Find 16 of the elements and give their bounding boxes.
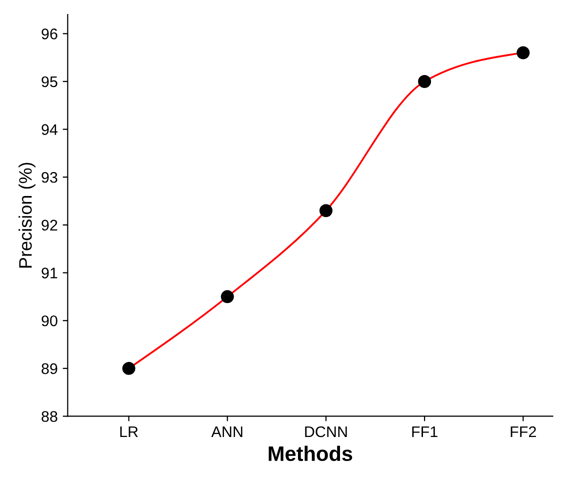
y-tick-label: 91 (42, 268, 58, 278)
x-tick-label: LR (120, 426, 138, 438)
x-tick-label: FF2 (510, 426, 536, 438)
y-axis-title: Precision (%) (18, 162, 36, 268)
y-tick-label: 95 (42, 76, 58, 88)
x-tick-label: ANN (211, 426, 242, 438)
x-tick-label: DCNN (305, 426, 347, 438)
y-tick-label: 88 (42, 411, 58, 422)
y-tick-label: 96 (42, 28, 58, 40)
y-tick-label: 89 (42, 363, 58, 374)
y-tick-label: 90 (42, 315, 58, 326)
x-axis-title: Methods (268, 446, 352, 462)
x-tick-label: FF1 (412, 426, 438, 438)
y-tick-label: 92 (42, 220, 58, 231)
y-tick-label: 94 (42, 124, 58, 135)
y-tick-label: 93 (42, 172, 58, 183)
